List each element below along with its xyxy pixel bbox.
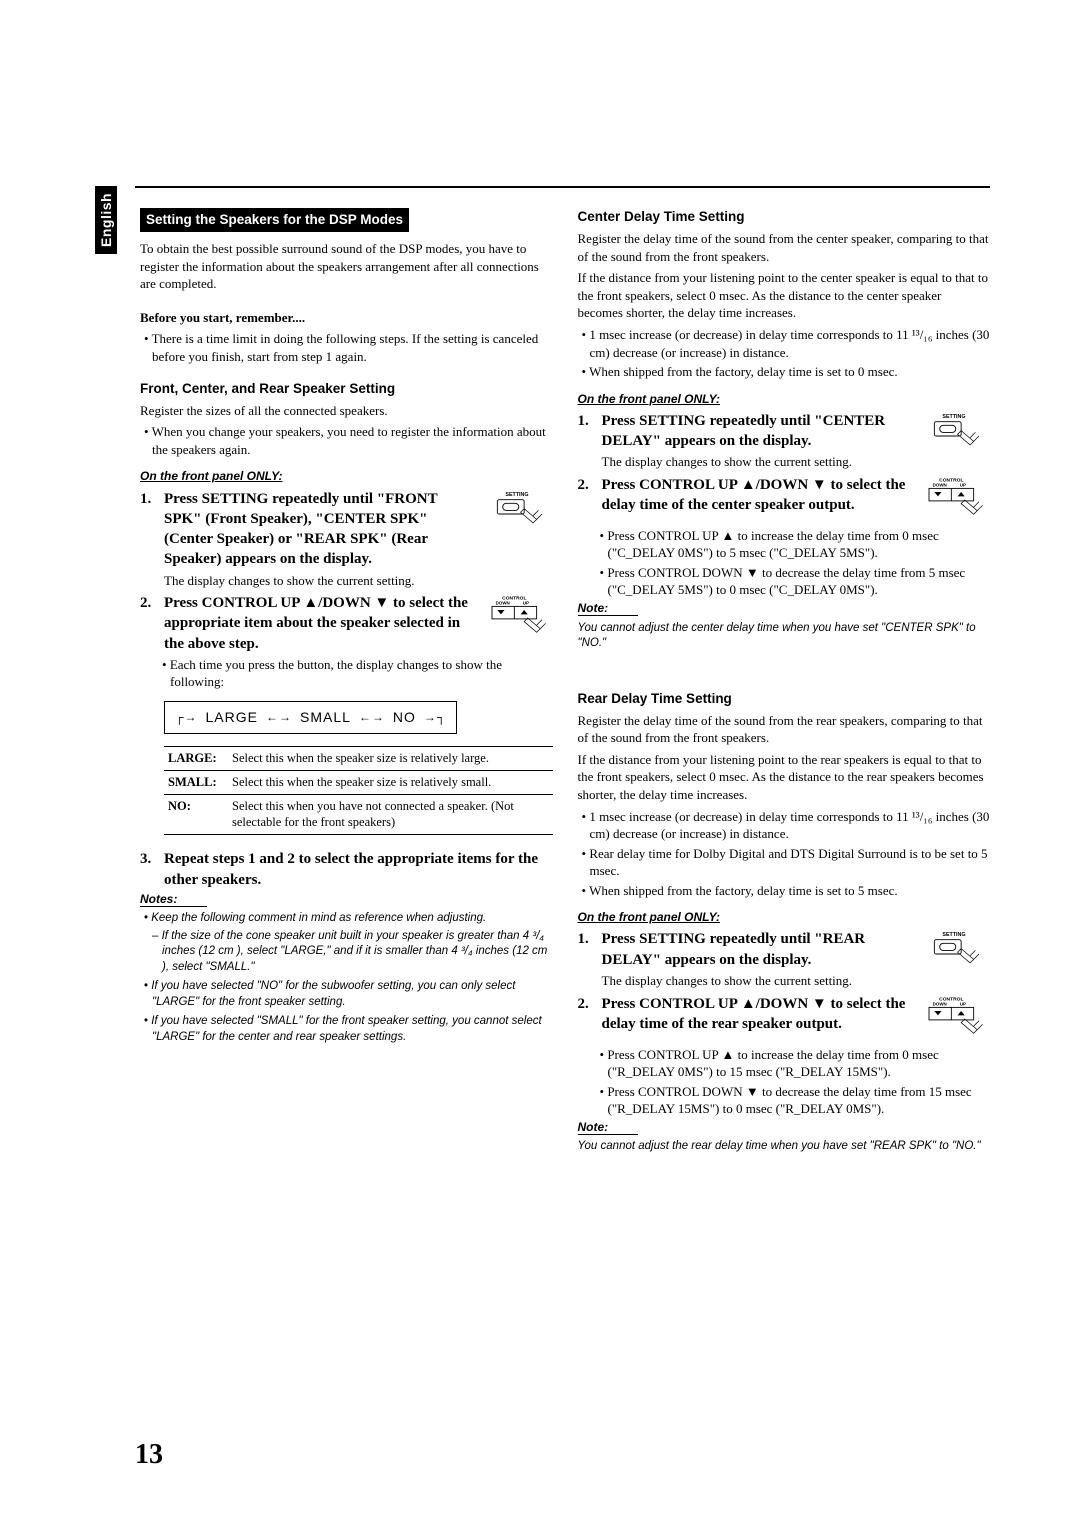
front-panel-only: On the front panel ONLY: [578,391,991,407]
svg-text:DOWN: DOWN [933,1001,947,1006]
svg-text:SETTING: SETTING [942,414,965,420]
flow-arrow: ←→ [266,709,292,725]
rstep2-bullet2: Press CONTROL DOWN ▼ to decrease the del… [578,1083,991,1118]
setting-button-diagram: SETTING [918,411,990,461]
flow-diagram: ┌→ LARGE ←→ SMALL ←→ NO →┐ [164,701,457,734]
svg-text:UP: UP [960,1001,966,1006]
step-number: 2. [578,475,594,495]
table-row: NO:Select this when you have not connect… [164,794,553,835]
rear-bullet2: Rear delay time for Dolby Digital and DT… [578,845,991,880]
setting-button-diagram: SETTING [918,929,990,979]
options-table: LARGE:Select this when the speaker size … [164,746,553,836]
center-bullet2: When shipped from the factory, delay tim… [578,363,991,381]
flow-item: LARGE [206,708,258,727]
step-sub: The display changes to show the current … [602,972,907,990]
svg-text:SETTING: SETTING [942,933,965,939]
rear-p1: Register the delay time of the sound fro… [578,712,991,747]
note-item: If you have selected "NO" for the subwoo… [140,979,553,1010]
front-panel-only: On the front panel ONLY: [140,468,553,484]
flow-arrow: ←→ [359,709,385,725]
note-heading: Note: [578,601,639,616]
rear-bullet1: 1 msec increase (or decrease) in delay t… [578,808,991,843]
rear-step-1: 1. Press SETTING repeatedly until "REAR … [578,929,991,989]
note-item: Keep the following comment in mind as re… [140,911,553,927]
left-column: Setting the Speakers for the DSP Modes T… [140,190,553,1155]
step-title: Press SETTING repeatedly until "CENTER D… [602,411,907,452]
step-title: Press SETTING repeatedly until "FRONT SP… [164,489,469,570]
step-number: 1. [578,411,594,431]
setting-button-diagram: SETTING [481,489,553,539]
center-p2: If the distance from your listening poin… [578,269,991,322]
cstep2-bullet2: Press CONTROL DOWN ▼ to decrease the del… [578,564,991,599]
control-button-diagram: CONTROL DOWN UP [918,475,990,525]
step-title: Repeat steps 1 and 2 to select the appro… [164,849,553,890]
step2-bullet: Each time you press the button, the disp… [140,656,553,691]
step-1: 1. Press SETTING repeatedly until "FRONT… [140,489,553,590]
sub-heading-rear-delay: Rear Delay Time Setting [578,690,991,708]
cstep2-bullet1: Press CONTROL UP ▲ to increase the delay… [578,527,991,562]
center-p1: Register the delay time of the sound fro… [578,230,991,265]
step-title: Press CONTROL UP ▲/DOWN ▼ to select the … [602,994,907,1035]
rear-p2: If the distance from your listening poin… [578,751,991,804]
rear-bullet3: When shipped from the factory, delay tim… [578,882,991,900]
rstep2-bullet1: Press CONTROL UP ▲ to increase the delay… [578,1046,991,1081]
svg-text:UP: UP [960,482,966,487]
sub-heading-front-center-rear: Front, Center, and Rear Speaker Setting [140,380,553,398]
intro-text: To obtain the best possible surround sou… [140,240,553,293]
sub-heading-center-delay: Center Delay Time Setting [578,208,991,226]
page-content: Setting the Speakers for the DSP Modes T… [140,190,990,1155]
svg-text:DOWN: DOWN [495,601,509,606]
control-button-diagram: CONTROL DOWN UP [918,994,990,1044]
step-number: 2. [140,593,156,613]
sub1-p1: Register the sizes of all the connected … [140,402,553,420]
step-sub: The display changes to show the current … [164,572,469,590]
step-number: 1. [140,489,156,509]
before-label: Before you start, remember.... [140,309,553,327]
notes-heading: Notes: [140,892,207,907]
step-number: 1. [578,929,594,949]
step-title: Press SETTING repeatedly until "REAR DEL… [602,929,907,970]
flow-arrow-tail: →┐ [424,709,447,725]
note-heading: Note: [578,1120,639,1135]
svg-text:DOWN: DOWN [933,482,947,487]
table-row: SMALL:Select this when the speaker size … [164,770,553,794]
front-panel-only: On the front panel ONLY: [578,909,991,925]
note-subitem: If the size of the cone speaker unit bui… [140,929,553,976]
center-step-1: 1. Press SETTING repeatedly until "CENTE… [578,411,991,471]
step-3: 3. Repeat steps 1 and 2 to select the ap… [140,849,553,890]
step-number: 3. [140,849,156,890]
note-item: If you have selected "SMALL" for the fro… [140,1014,553,1045]
step-title: Press CONTROL UP ▲/DOWN ▼ to select the … [602,475,907,516]
flow-item: NO [393,708,416,727]
rear-step-2: 2. Press CONTROL UP ▲/DOWN ▼ to select t… [578,994,991,1044]
section-heading: Setting the Speakers for the DSP Modes [140,208,409,232]
sub1-bullet1: When you change your speakers, you need … [140,423,553,458]
svg-text:SETTING: SETTING [505,492,528,498]
before-bullet: There is a time limit in doing the follo… [140,330,553,365]
step-2: 2. Press CONTROL UP ▲/DOWN ▼ to select t… [140,593,553,654]
step-title: Press CONTROL UP ▲/DOWN ▼ to select the … [164,593,469,654]
rear-note: You cannot adjust the rear delay time wh… [578,1139,991,1155]
center-bullet1: 1 msec increase (or decrease) in delay t… [578,326,991,361]
page-number: 13 [135,1436,163,1474]
control-button-diagram: CONTROL DOWN UP [481,593,553,643]
page-rule [135,186,990,188]
language-tab: English [95,186,117,254]
right-column: Center Delay Time Setting Register the d… [578,190,991,1155]
flow-item: SMALL [300,708,351,727]
center-step-2: 2. Press CONTROL UP ▲/DOWN ▼ to select t… [578,475,991,525]
table-row: LARGE:Select this when the speaker size … [164,746,553,770]
center-note: You cannot adjust the center delay time … [578,621,991,652]
step-number: 2. [578,994,594,1014]
flow-arrow-head: ┌→ [175,709,198,725]
step-sub: The display changes to show the current … [602,453,907,471]
svg-text:UP: UP [522,601,528,606]
